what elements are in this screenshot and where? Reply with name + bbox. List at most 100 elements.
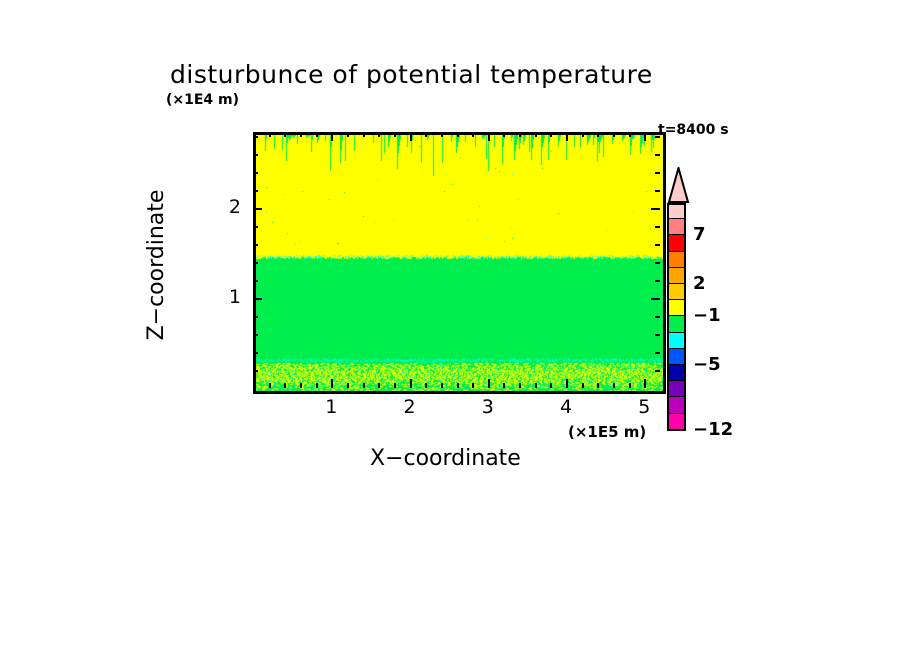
y-tick-minor-right	[655, 280, 660, 283]
x-tick-minor-top	[519, 132, 522, 137]
colorbar-tick-label: 7	[693, 224, 706, 246]
colorbar-band	[667, 267, 686, 285]
x-tick-minor	[550, 383, 553, 388]
x-tick-major	[331, 379, 334, 388]
x-tick-minor-top	[346, 132, 349, 137]
x-tick-minor	[299, 383, 302, 388]
y-tick-minor	[253, 352, 258, 355]
colorbar-band	[667, 284, 686, 302]
x-tick-minor	[581, 383, 584, 388]
colorbar-band	[667, 316, 686, 334]
y-tick-major	[253, 298, 262, 301]
colorbar-band	[667, 381, 686, 399]
x-tick-minor-top	[315, 132, 318, 137]
y-tick-label: 2	[228, 196, 241, 219]
x-tick-minor-top	[362, 132, 365, 137]
x-tick-minor-top	[550, 132, 553, 137]
x-tick-major	[409, 379, 412, 388]
x-tick-minor	[613, 383, 616, 388]
x-tick-minor-top	[456, 132, 459, 137]
colorbar-band	[667, 413, 686, 431]
x-tick-major-top	[409, 132, 412, 141]
y-tick-minor	[253, 370, 258, 373]
y-tick-label: 1	[228, 286, 241, 309]
x-tick-minor-top	[613, 132, 616, 137]
x-tick-minor	[472, 383, 475, 388]
colorbar-band	[667, 203, 686, 221]
x-axis-unit-label: (×1E5 m)	[568, 423, 647, 441]
x-tick-minor-top	[472, 132, 475, 137]
y-tick-minor	[253, 316, 258, 319]
colorbar-band	[667, 251, 686, 269]
colorbar-tick-label: −5	[693, 354, 721, 375]
y-tick-minor	[253, 334, 258, 337]
y-tick-minor-right	[655, 334, 660, 337]
y-tick-minor-right	[655, 226, 660, 229]
x-tick-minor	[456, 383, 459, 388]
x-tick-minor	[628, 383, 631, 388]
y-tick-minor	[253, 244, 258, 247]
x-tick-minor-top	[393, 132, 396, 137]
y-tick-minor-right	[655, 172, 660, 175]
y-tick-minor-right	[655, 316, 660, 319]
y-tick-minor	[253, 154, 258, 157]
x-tick-minor	[346, 383, 349, 388]
x-tick-minor-top	[581, 132, 584, 137]
x-tick-minor	[597, 383, 600, 388]
colorbar-band	[667, 235, 686, 253]
x-tick-label: 1	[325, 396, 338, 418]
x-tick-minor-top	[534, 132, 537, 137]
x-tick-minor	[440, 383, 443, 388]
x-tick-minor-top	[378, 132, 381, 137]
x-tick-minor-top	[268, 132, 271, 137]
x-tick-minor	[393, 383, 396, 388]
y-tick-minor-right	[655, 244, 660, 247]
x-tick-minor-top	[299, 132, 302, 137]
x-tick-major-top	[566, 132, 569, 141]
x-tick-label: 3	[481, 396, 494, 418]
y-tick-major-right	[651, 208, 660, 211]
x-tick-label: 5	[638, 396, 651, 418]
y-tick-minor	[253, 262, 258, 265]
x-tick-minor	[425, 383, 428, 388]
y-tick-minor-right	[655, 190, 660, 193]
x-tick-minor	[284, 383, 287, 388]
x-tick-minor-top	[284, 132, 287, 137]
y-axis-title: Z−coordinate	[144, 189, 169, 341]
colorbar-band	[667, 348, 686, 366]
x-tick-major-top	[644, 132, 647, 141]
colorbar-tick-label: 2	[693, 273, 706, 294]
x-tick-minor-top	[425, 132, 428, 137]
y-tick-minor	[253, 226, 258, 229]
x-tick-label: 2	[403, 396, 416, 418]
y-axis-unit-label: (×1E4 m)	[166, 92, 240, 108]
y-tick-minor-right	[655, 370, 660, 373]
x-tick-label: 4	[560, 396, 573, 418]
x-tick-minor	[503, 383, 506, 388]
colorbar-band	[667, 300, 686, 318]
colorbar-band	[667, 332, 686, 350]
x-tick-major	[487, 379, 490, 388]
x-tick-minor	[362, 383, 365, 388]
page-title: disturbunce of potential temperature	[170, 60, 653, 89]
y-tick-minor-right	[655, 154, 660, 157]
time-annotation: t=8400 s	[658, 122, 729, 138]
x-axis-title: X−coordinate	[370, 446, 521, 471]
y-tick-minor-right	[655, 136, 660, 139]
x-tick-major	[644, 379, 647, 388]
x-tick-minor-top	[440, 132, 443, 137]
colorbar-band	[667, 219, 686, 237]
x-tick-minor	[378, 383, 381, 388]
x-tick-major-top	[487, 132, 490, 141]
colorbar-tick-label: −1	[693, 305, 721, 327]
y-tick-major	[253, 208, 262, 211]
x-tick-major	[566, 379, 569, 388]
y-tick-minor	[253, 172, 258, 175]
x-tick-minor-top	[503, 132, 506, 137]
y-tick-major-right	[651, 298, 660, 301]
x-tick-minor	[519, 383, 522, 388]
heatmap-canvas	[256, 135, 663, 391]
colorbar-band	[667, 397, 686, 415]
x-tick-minor	[268, 383, 271, 388]
y-tick-minor-right	[655, 262, 660, 265]
